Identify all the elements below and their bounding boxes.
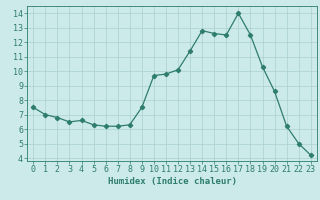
X-axis label: Humidex (Indice chaleur): Humidex (Indice chaleur) — [108, 177, 236, 186]
